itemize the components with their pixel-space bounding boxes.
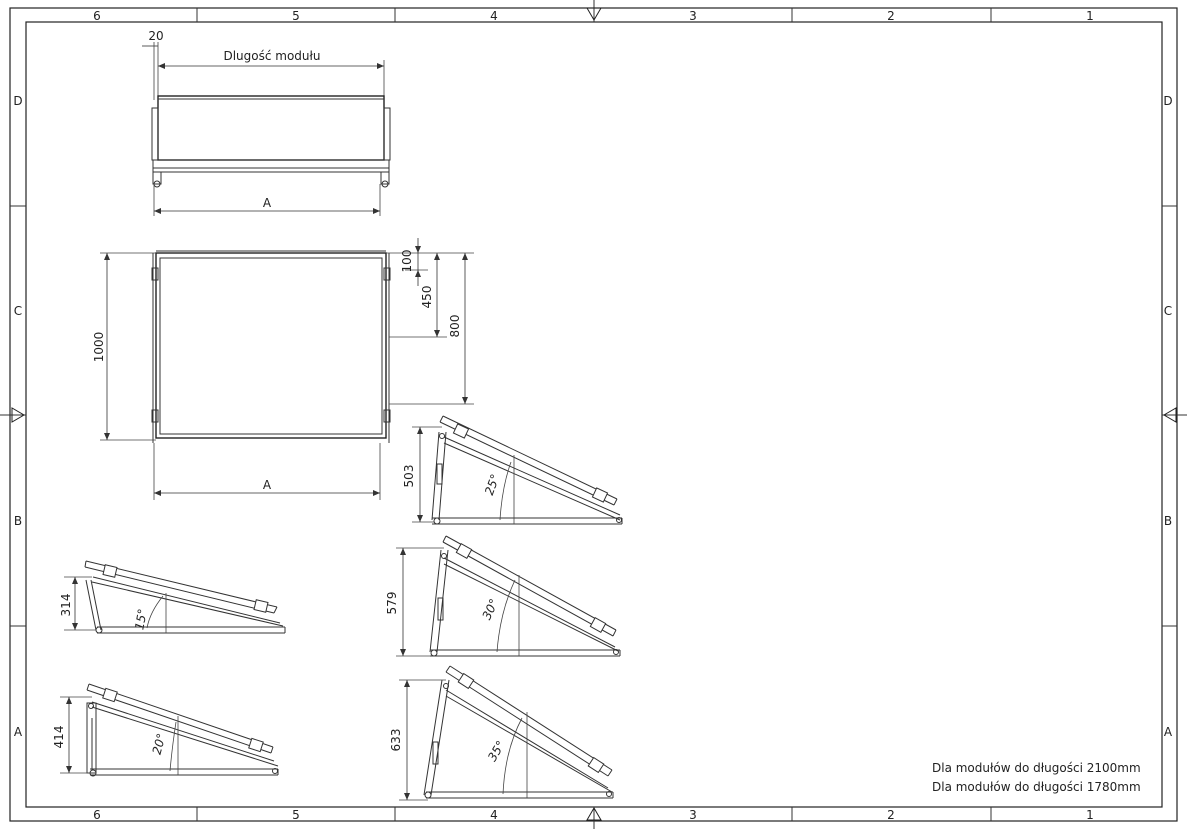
row-label-left-d: D bbox=[13, 94, 22, 108]
col-label-bottom-5: 5 bbox=[292, 808, 300, 822]
col-label-bottom-6: 6 bbox=[93, 808, 101, 822]
row-label-right-b: B bbox=[1164, 514, 1172, 528]
dim-20: 20 bbox=[148, 29, 163, 43]
top-dim-a: A bbox=[263, 196, 272, 210]
top-column-ticks bbox=[10, 8, 1177, 821]
side-view-25: 503 25° bbox=[402, 415, 623, 525]
dim-100: 100 bbox=[400, 250, 414, 273]
side-view-35: 633 35° bbox=[389, 665, 614, 801]
col-label-top-1: 1 bbox=[1086, 9, 1094, 23]
side-20-height: 414 bbox=[52, 726, 66, 749]
side-15-height: 314 bbox=[59, 594, 73, 617]
row-label-right-d: D bbox=[1163, 94, 1172, 108]
col-label-top-5: 5 bbox=[292, 9, 300, 23]
side-30-angle: 30° bbox=[480, 597, 502, 622]
col-label-bottom-4: 4 bbox=[490, 808, 498, 822]
front-view: 1000 100 450 800 A bbox=[92, 238, 474, 500]
col-label-bottom-1: 1 bbox=[1086, 808, 1094, 822]
side-25-angle: 25° bbox=[482, 472, 502, 497]
top-view: Dlugość modułu 20 A bbox=[142, 29, 391, 216]
dim-800: 800 bbox=[448, 315, 462, 338]
col-label-bottom-2: 2 bbox=[887, 808, 895, 822]
side-25-height: 503 bbox=[402, 465, 416, 488]
inner-border bbox=[25, 21, 1163, 808]
side-15-angle: 15° bbox=[132, 608, 149, 631]
note-1780mm: Dla modułów do długości 1780mm bbox=[932, 780, 1141, 794]
module-length-label: Dlugość modułu bbox=[223, 49, 320, 63]
row-label-right-a: A bbox=[1164, 725, 1173, 739]
row-label-left-c: C bbox=[14, 304, 22, 318]
note-2100mm: Dla modułów do długości 2100mm bbox=[932, 761, 1141, 775]
front-dim-a: A bbox=[263, 478, 272, 492]
dim-1000: 1000 bbox=[92, 332, 106, 363]
side-view-20: 414 20° bbox=[52, 683, 279, 777]
row-label-right-c: C bbox=[1164, 304, 1172, 318]
col-label-bottom-3: 3 bbox=[689, 808, 697, 822]
row-label-left-b: B bbox=[14, 514, 22, 528]
row-label-left-a: A bbox=[14, 725, 23, 739]
side-35-angle: 35° bbox=[485, 738, 508, 763]
col-label-top-4: 4 bbox=[490, 9, 498, 23]
dim-450: 450 bbox=[420, 286, 434, 309]
side-35-height: 633 bbox=[389, 729, 403, 752]
side-view-30: 579 30° bbox=[385, 535, 621, 657]
side-20-angle: 20° bbox=[150, 732, 169, 756]
side-30-height: 579 bbox=[385, 592, 399, 615]
col-label-top-3: 3 bbox=[689, 9, 697, 23]
outer-border bbox=[9, 7, 1178, 822]
col-label-top-2: 2 bbox=[887, 9, 895, 23]
col-label-top-6: 6 bbox=[93, 9, 101, 23]
side-view-15: 314 15° bbox=[59, 560, 286, 634]
